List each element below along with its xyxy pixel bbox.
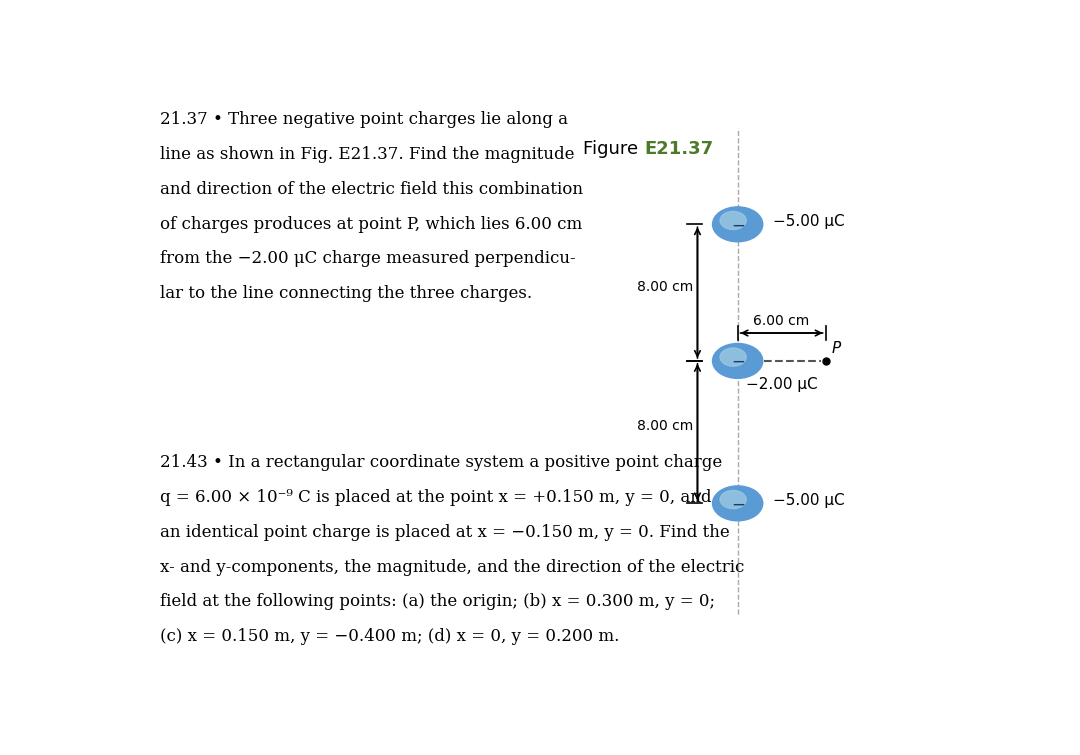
Text: E21.37: E21.37 [644,140,713,158]
Text: (c) x = 0.150 m, y = −0.400 m; (d) x = 0, y = 0.200 m.: (c) x = 0.150 m, y = −0.400 m; (d) x = 0… [160,628,620,646]
Text: −5.00 μC: −5.00 μC [773,214,845,229]
Text: 21.37 • Three negative point charges lie along a: 21.37 • Three negative point charges lie… [160,111,568,128]
Circle shape [720,348,746,366]
Circle shape [720,211,746,230]
Text: 8.00 cm: 8.00 cm [637,419,693,433]
Text: $-$: $-$ [730,215,745,233]
Text: x- and y-components, the magnitude, and the direction of the electric: x- and y-components, the magnitude, and … [160,559,744,575]
Text: 6.00 cm: 6.00 cm [754,314,810,328]
Text: field at the following points: (a) the origin; (b) x = 0.300 m, y = 0;: field at the following points: (a) the o… [160,593,715,611]
Text: $-$: $-$ [730,352,745,370]
Text: −5.00 μC: −5.00 μC [773,493,845,508]
Text: lar to the line connecting the three charges.: lar to the line connecting the three cha… [160,285,532,302]
Text: P: P [832,341,840,356]
Circle shape [713,344,762,378]
Circle shape [720,491,746,509]
Text: −2.00 μC: −2.00 μC [746,378,818,392]
Text: 8.00 cm: 8.00 cm [637,280,693,294]
Text: line as shown in Fig. E21.37. Find the magnitude: line as shown in Fig. E21.37. Find the m… [160,146,575,163]
Text: $-$: $-$ [730,495,745,513]
Text: q = 6.00 × 10⁻⁹ C is placed at the point x = +0.150 m, y = 0, and: q = 6.00 × 10⁻⁹ C is placed at the point… [160,488,712,506]
Circle shape [713,486,762,521]
Text: of charges produces at point P, which lies 6.00 cm: of charges produces at point P, which li… [160,216,582,233]
Text: from the −2.00 μC charge measured perpendicu-: from the −2.00 μC charge measured perpen… [160,251,576,267]
Text: Figure: Figure [583,140,644,158]
Text: 21.43 • In a rectangular coordinate system a positive point charge: 21.43 • In a rectangular coordinate syst… [160,454,723,471]
Text: an identical point charge is placed at x = −0.150 m, y = 0. Find the: an identical point charge is placed at x… [160,524,730,541]
Circle shape [713,207,762,242]
Text: and direction of the electric field this combination: and direction of the electric field this… [160,180,583,198]
